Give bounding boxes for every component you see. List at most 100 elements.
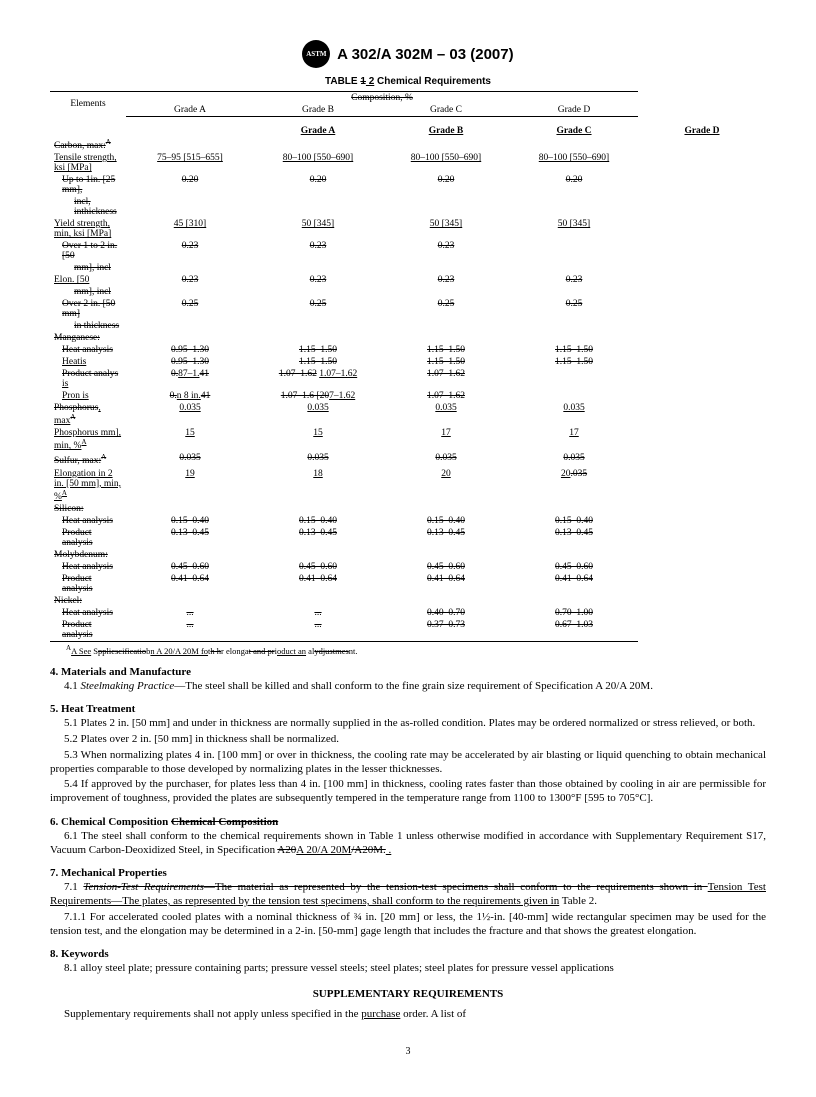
row-value: 0.41–0.64 <box>382 573 510 595</box>
row-label: Elon. [50 <box>50 274 126 286</box>
row-value: 0.23 <box>126 274 254 286</box>
row-label: Silicon: <box>50 503 126 515</box>
row-value: 0.15–0.40 <box>254 515 382 527</box>
row-label: mm], incl <box>50 262 126 274</box>
table-row: Yield strength, min, ksi [MPa]45 [310]50… <box>50 218 766 240</box>
row-label: incl, inthickness <box>50 196 126 218</box>
table-row: Manganese: <box>50 332 766 344</box>
row-value <box>510 240 638 262</box>
row-value <box>510 332 638 344</box>
row-value <box>382 549 510 561</box>
row-value: 1.15–1.50 <box>382 356 510 368</box>
row-value: 20 <box>382 468 510 503</box>
para-5-2: 5.2 Plates over 2 in. [50 mm] in thickne… <box>50 733 766 747</box>
table-row: Product analysis0.41–0.640.41–0.640.41–0… <box>50 573 766 595</box>
row-value <box>126 332 254 344</box>
row-value: 0.23 <box>510 274 638 286</box>
row-label: Product analys is <box>50 368 126 390</box>
composition-header: Composition, % <box>126 92 638 105</box>
table-row: incl, inthickness <box>50 196 766 218</box>
row-value: 0.25 <box>126 298 254 320</box>
para-7-1-1: 7.1.1 For accelerated cooled plates with… <box>50 911 766 939</box>
row-value <box>126 549 254 561</box>
supplementary-text: Supplementary requirements shall not app… <box>50 1008 766 1022</box>
row-value: 0.67–1.03 <box>510 619 638 642</box>
row-value: 0.15–0.40 <box>126 515 254 527</box>
page-header: ASTM A 302/A 302M – 03 (2007) <box>50 40 766 68</box>
row-label: Over 1 to 2 in. [50 <box>50 240 126 262</box>
row-value: 1.15–1.50 <box>254 356 382 368</box>
row-label: Yield strength, min, ksi [MPa] <box>50 218 126 240</box>
row-value <box>510 549 638 561</box>
row-value <box>382 320 510 332</box>
row-value: 0.20 <box>126 174 254 196</box>
row-value <box>510 503 638 515</box>
table-row: Sulfur, max:A0.0350.0350.0350.035 <box>50 452 766 467</box>
row-label: Phosphorus mm], min, %A <box>50 427 126 452</box>
row-value: 0.23 <box>126 240 254 262</box>
row-value: 15 <box>126 427 254 452</box>
row-value: 0.13–0.45 <box>382 527 510 549</box>
row-value: 20.035 <box>510 468 638 503</box>
table-row: Phosphorus, maxA0.0350.0350.0350.035 <box>50 402 766 427</box>
row-value <box>510 286 638 298</box>
row-value: 50 [345] <box>254 218 382 240</box>
row-value: 0.035 <box>382 402 510 427</box>
row-value: 0.20 <box>254 174 382 196</box>
row-label: Elongation in 2 in. [50 mm], min, %A <box>50 468 126 503</box>
row-value: 1.07–1.6 [207–1.62 <box>254 390 382 402</box>
row-value: 0.23 <box>254 240 382 262</box>
table-row: Up to 1in. [25 mm],0.200.200.200.20 <box>50 174 766 196</box>
row-value: 1.15–1.50 <box>510 356 638 368</box>
para-6-1: 6.1 The steel shall conform to the chemi… <box>50 830 766 858</box>
row-label: Up to 1in. [25 mm], <box>50 174 126 196</box>
row-value: 1.15–1.50 <box>510 344 638 356</box>
para-5-3: 5.3 When normalizing plates 4 in. [100 m… <box>50 749 766 777</box>
row-value <box>126 196 254 218</box>
row-value: 0.20 <box>510 174 638 196</box>
row-value: 0.20 <box>382 174 510 196</box>
table-row: Product analysis......0.37–0.730.67–1.03 <box>50 619 766 642</box>
row-value <box>382 196 510 218</box>
table-row: mm], incl <box>50 286 766 298</box>
para-4-1: 4.1 Steelmaking Practice—The steel shall… <box>50 680 766 694</box>
row-label: Heat analysis <box>50 344 126 356</box>
row-value: ... <box>254 619 382 642</box>
row-value <box>254 286 382 298</box>
row-value <box>126 320 254 332</box>
row-label: Heatis <box>50 356 126 368</box>
row-value: 0.13–0.45 <box>126 527 254 549</box>
row-value: 0.95–1.30 <box>126 356 254 368</box>
para-8-1: 8.1 alloy steel plate; pressure containi… <box>50 962 766 976</box>
row-value: 17 <box>382 427 510 452</box>
row-value: 0.87–1.41 <box>126 368 254 390</box>
row-value: ... <box>126 619 254 642</box>
table-row: Nickel: <box>50 595 766 607</box>
row-value <box>510 390 638 402</box>
row-value <box>254 595 382 607</box>
para-7-1: 7.1 Tension-Test Requirements—The materi… <box>50 881 766 909</box>
row-value: ... <box>126 607 254 619</box>
row-value: 0.41–0.64 <box>510 573 638 595</box>
row-value: 0.23 <box>254 274 382 286</box>
row-value: 1.07–1.62 <box>382 368 510 390</box>
row-value <box>382 595 510 607</box>
row-label: Heat analysis <box>50 607 126 619</box>
section-4-title: 4. Materials and Manufacture <box>50 666 766 678</box>
row-value: 0.13–0.45 <box>510 527 638 549</box>
row-value: 0.n 8 in.41 <box>126 390 254 402</box>
row-value: 0.70–1.00 <box>510 607 638 619</box>
row-value: 0.95–1.30 <box>126 344 254 356</box>
row-value: 0.035 <box>254 452 382 467</box>
elements-header: Elements <box>50 92 126 117</box>
row-value: 0.035 <box>382 452 510 467</box>
supplementary-heading: SUPPLEMENTARY REQUIREMENTS <box>50 988 766 1000</box>
row-value: 0.25 <box>254 298 382 320</box>
row-value <box>510 196 638 218</box>
row-value <box>382 262 510 274</box>
row-value: 80–100 [550–690] <box>254 152 382 174</box>
row-value <box>126 137 254 152</box>
row-value <box>254 320 382 332</box>
row-value: 50 [345] <box>510 218 638 240</box>
row-value <box>382 286 510 298</box>
